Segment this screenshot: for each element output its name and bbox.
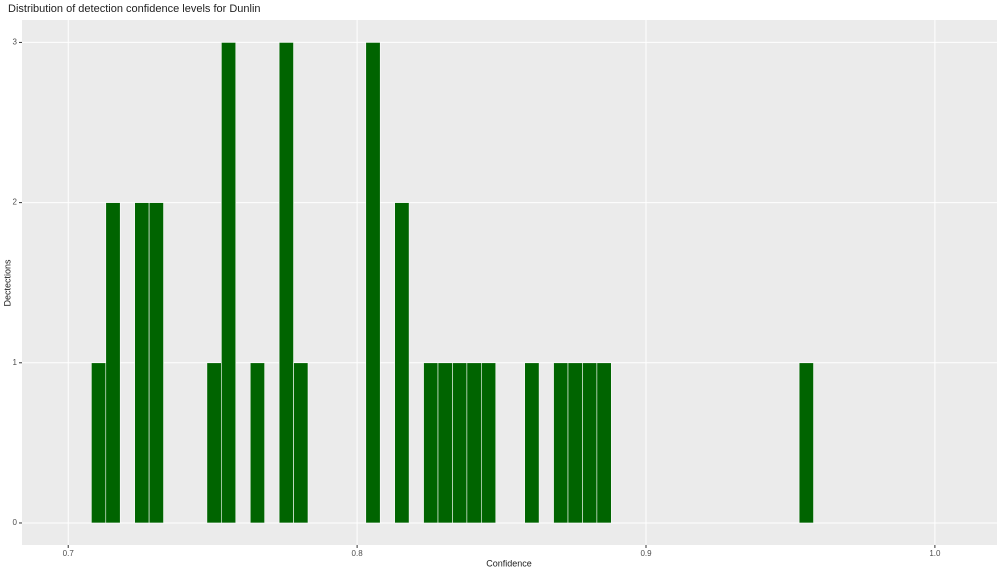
bar: [582, 362, 598, 524]
bar: [206, 362, 222, 524]
bar: [148, 202, 164, 524]
plot-panel: [22, 20, 997, 545]
bar: [798, 362, 814, 524]
x-tick-label: 0.8: [352, 549, 364, 558]
bar: [394, 202, 410, 524]
y-tick-label: 3: [13, 38, 18, 47]
bar: [221, 42, 237, 524]
bar: [452, 362, 468, 524]
bar: [91, 362, 107, 524]
y-tick-label: 0: [13, 518, 18, 527]
x-tick-label: 0.9: [640, 549, 652, 558]
bar: [567, 362, 583, 524]
bar: [134, 202, 150, 524]
bar: [293, 362, 309, 524]
x-tick-label: 0.7: [63, 549, 75, 558]
y-tick-label: 1: [13, 358, 18, 367]
x-tick-label: 1.0: [929, 549, 941, 558]
bar: [423, 362, 439, 524]
chart-title: Distribution of detection confidence lev…: [8, 3, 261, 15]
bar: [481, 362, 497, 524]
bar: [278, 42, 294, 524]
y-tick-label: 2: [13, 198, 18, 207]
bar: [249, 362, 265, 524]
x-axis-label: Confidence: [486, 558, 532, 568]
bar: [365, 42, 381, 524]
bar: [466, 362, 482, 524]
bar: [553, 362, 569, 524]
bar: [524, 362, 540, 524]
y-axis-label: Dectections: [2, 259, 12, 307]
bar: [596, 362, 612, 524]
bar: [437, 362, 453, 524]
bar: [105, 202, 121, 524]
